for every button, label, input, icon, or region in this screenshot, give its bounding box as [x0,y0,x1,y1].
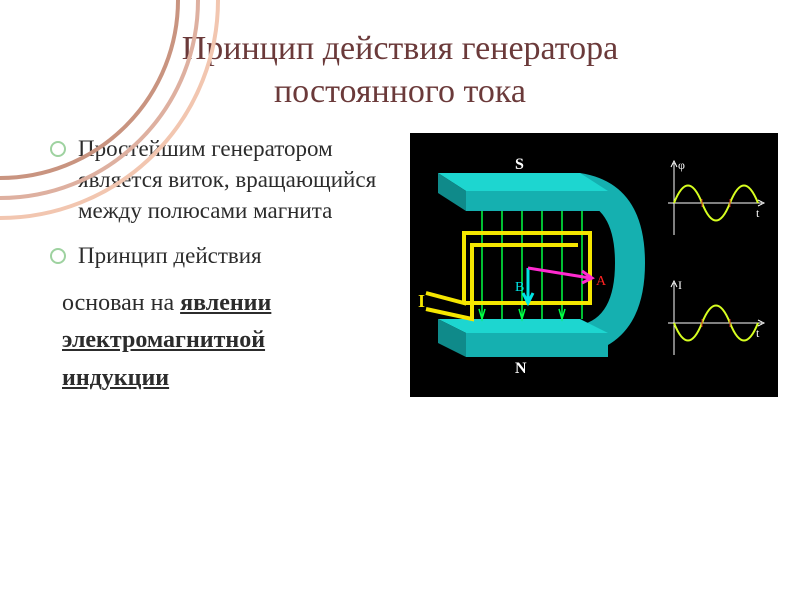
text-column: Простейшим генератором является виток, в… [50,133,400,397]
bullet-item-1: Простейшим генератором является виток, в… [50,133,400,226]
magnet-bot-front [466,333,608,357]
cont-word-u2: электромагнитной [62,322,400,359]
magnet-top-face [438,173,608,191]
label-I: I [418,291,425,311]
bullet-item-2: Принцип действия [50,240,400,271]
generator-diagram: I S N B A φ t I t [410,133,778,397]
bullet-dot-icon [50,141,66,157]
title-line-1: Принцип действия генератора [0,28,800,71]
slide-title: Принцип действия генератора постоянного … [0,0,800,113]
bullet-dot-icon [50,248,66,264]
cont-word: основан на [62,290,180,316]
svg-text:I: I [678,278,682,292]
i-plot: I t [666,273,766,363]
label-S: S [515,156,524,173]
continuation-text: основан на явлении электромагнитной инду… [50,285,400,397]
bullet-text: Принцип действия [78,240,262,271]
magnet-bot-top [438,319,608,333]
svg-text:φ: φ [678,158,685,172]
label-N: N [515,360,527,377]
label-B: B [515,280,524,295]
label-A: A [596,274,607,289]
bullet-text: Простейшим генератором является виток, в… [78,133,400,226]
cont-word-u3: индукции [62,360,400,397]
title-line-2: постоянного тока [0,71,800,114]
cont-word-u1: явлении [180,290,271,316]
phi-plot: φ t [666,153,766,243]
magnet-top-front [466,191,608,211]
